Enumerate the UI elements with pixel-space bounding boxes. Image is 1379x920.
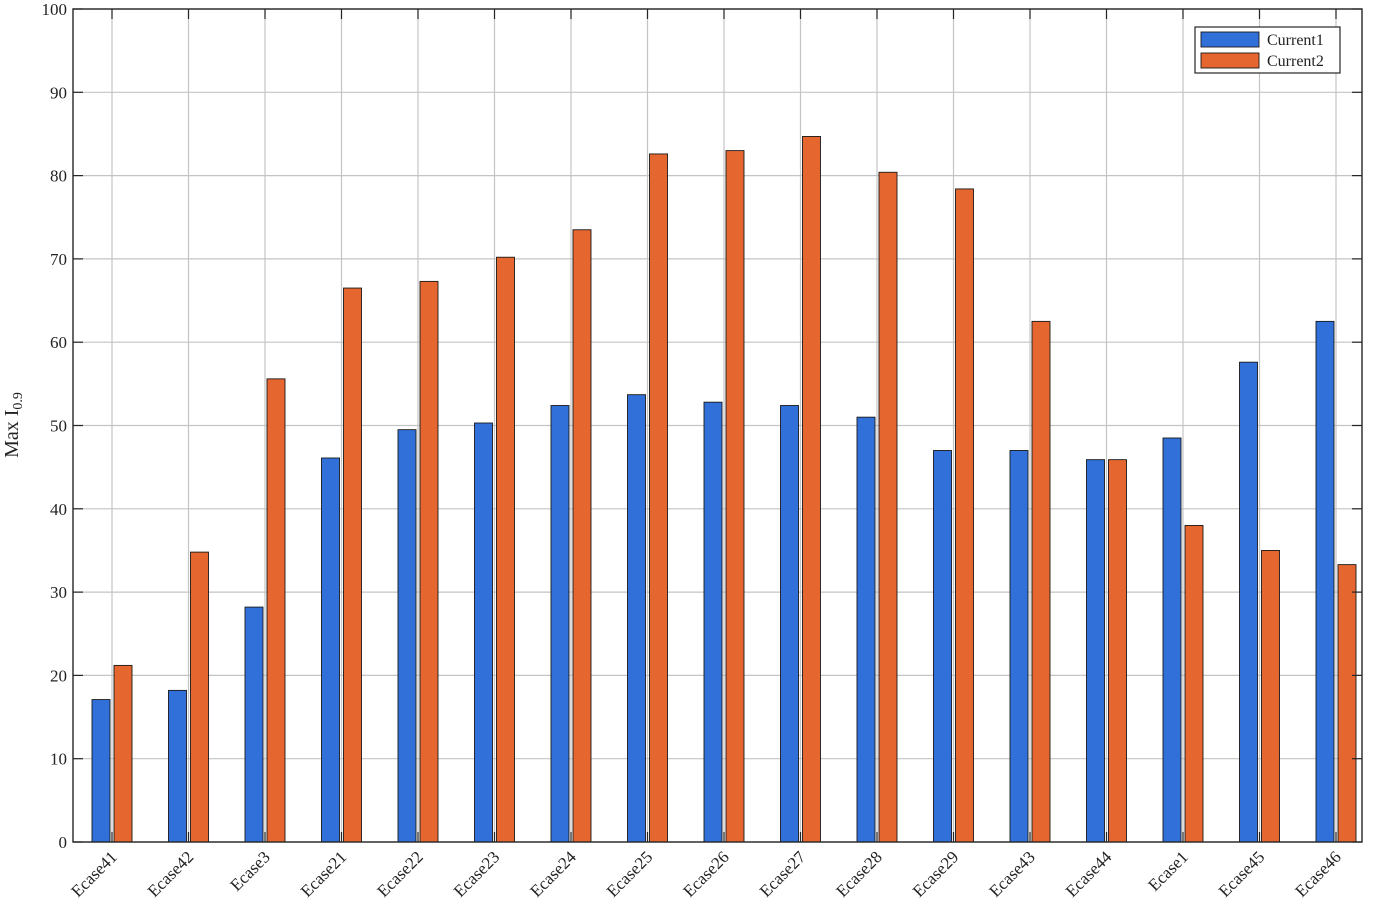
- y-tick-label: 70: [50, 250, 67, 269]
- x-tick-label: Ecase44: [1062, 847, 1116, 901]
- x-tick-label: Ecase41: [67, 847, 120, 900]
- y-tick-label: 80: [50, 167, 67, 186]
- bars: [91, 135, 1357, 843]
- bar-current2-ecase26: [725, 150, 745, 843]
- bar-current1-ecase42: [168, 689, 187, 843]
- x-tick-label: Ecase46: [1291, 847, 1344, 900]
- legend-swatch-current2: [1200, 52, 1260, 69]
- bar-current1-ecase43: [1009, 450, 1029, 843]
- y-axis-label-main: Max I: [1, 410, 23, 458]
- x-tick-label: Ecase43: [985, 847, 1038, 900]
- bar-current1-ecase44: [1086, 459, 1105, 843]
- bar-current2-ecase25: [649, 153, 668, 843]
- bar-current2-ecase41: [113, 664, 133, 843]
- x-tick-label: Ecase21: [297, 847, 350, 900]
- bar-current2-ecase22: [419, 280, 439, 843]
- bar-current2-ecase3: [266, 378, 286, 843]
- legend-label-current2: Current2: [1267, 53, 1324, 70]
- bar-current1-ecase29: [933, 450, 952, 843]
- bar-current1-ecase1: [1162, 437, 1182, 843]
- bar-current2-ecase24: [572, 229, 592, 843]
- bar-current1-ecase45: [1239, 361, 1258, 843]
- x-tick-label: Ecase1: [1144, 847, 1191, 894]
- bar-current2-ecase42: [190, 551, 209, 843]
- x-tick-label: Ecase29: [909, 847, 962, 900]
- x-tick-label: Ecase23: [450, 847, 503, 900]
- y-axis-label-text: Max I0.9: [1, 392, 26, 458]
- y-tick-label: 0: [59, 833, 68, 852]
- y-tick-label: 10: [50, 750, 67, 769]
- bar-current1-ecase21: [321, 457, 340, 843]
- y-tick-label: 40: [50, 500, 67, 519]
- y-axis-label-subscript: 0.9: [11, 392, 26, 410]
- x-tick-label: Ecase45: [1215, 847, 1268, 900]
- bar-current1-ecase22: [397, 429, 417, 843]
- bar-current1-ecase25: [627, 394, 646, 843]
- bar-current1-ecase46: [1315, 320, 1335, 843]
- y-axis-label: Max I0.9: [1, 392, 26, 458]
- y-tick-label: 60: [50, 333, 67, 352]
- y-tick-label: 90: [50, 83, 67, 102]
- bar-current2-ecase45: [1261, 550, 1280, 843]
- bar-current2-ecase28: [878, 171, 898, 843]
- legend-label-current1: Current1: [1267, 32, 1324, 49]
- y-tick-label: 100: [42, 0, 68, 19]
- legend: Current1 Current2: [1194, 26, 1341, 74]
- x-tick-label: Ecase22: [373, 847, 426, 900]
- bar-current2-ecase21: [343, 287, 362, 843]
- bar-current1-ecase28: [856, 416, 876, 843]
- bar-current2-ecase27: [802, 135, 821, 843]
- y-tick-label: 30: [50, 583, 67, 602]
- x-tick-label: Ecase3: [226, 847, 273, 894]
- x-tick-label: Ecase26: [679, 847, 732, 900]
- bar-current2-ecase29: [955, 188, 974, 843]
- bar-current1-ecase41: [91, 699, 111, 843]
- bar-current2-ecase1: [1184, 525, 1204, 843]
- bar-current1-ecase26: [703, 401, 723, 843]
- legend-swatch-current1: [1200, 31, 1260, 48]
- y-tick-label: 50: [50, 417, 67, 436]
- x-tick-label: Ecase27: [756, 847, 810, 901]
- x-tick-label: Ecase25: [603, 847, 656, 900]
- bar-current1-ecase23: [474, 422, 493, 843]
- x-tick-label: Ecase24: [526, 847, 580, 901]
- bar-current1-ecase27: [780, 405, 799, 843]
- y-tick-label: 20: [50, 666, 67, 685]
- bar-current2-ecase46: [1337, 564, 1357, 843]
- bar-current1-ecase3: [244, 606, 264, 843]
- bar-current2-ecase23: [496, 256, 515, 843]
- x-tick-label: Ecase42: [144, 847, 197, 900]
- bar-current1-ecase24: [550, 405, 570, 843]
- x-tick-label: Ecase28: [832, 847, 885, 900]
- bar-current2-ecase44: [1108, 459, 1127, 843]
- bar-current2-ecase43: [1031, 320, 1051, 843]
